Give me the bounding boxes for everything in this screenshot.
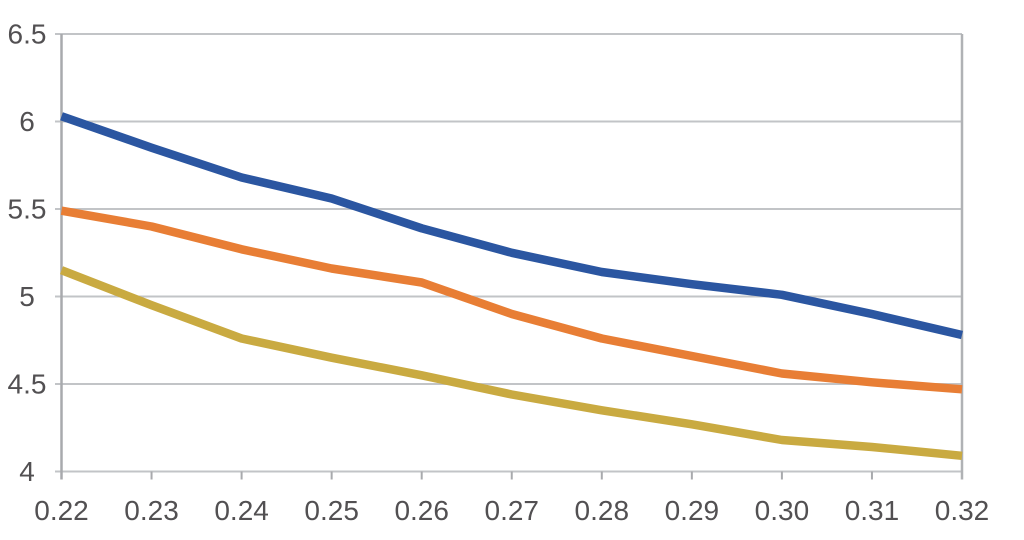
y-axis-tick-label: 4.5	[8, 369, 47, 400]
x-axis-tick-label: 0.30	[755, 495, 810, 526]
x-axis-tick-label: 0.22	[34, 495, 89, 526]
series-orange-line	[60, 206, 963, 394]
x-axis-tick-label: 0.28	[575, 495, 630, 526]
y-axis-tick-label: 6.5	[8, 19, 47, 50]
x-axis-tick-label: 0.29	[665, 495, 720, 526]
series-yellow-line	[59, 266, 963, 461]
x-axis-tick-label: 0.32	[935, 495, 990, 526]
y-axis-tick-label: 6	[19, 106, 35, 137]
x-axis-tick-label: 0.24	[214, 495, 269, 526]
y-axis-tick-label: 5.5	[8, 194, 47, 225]
y-axis-tick-label: 5	[19, 281, 35, 312]
series-blue-line	[60, 112, 963, 340]
x-axis-tick-label: 0.25	[304, 495, 359, 526]
x-axis-tick-label: 0.23	[124, 495, 179, 526]
x-axis-tick-label: 0.31	[845, 495, 900, 526]
x-axis-tick-label: 0.27	[485, 495, 540, 526]
y-axis-tick-label: 4	[19, 456, 35, 487]
x-axis-tick-label: 0.26	[394, 495, 449, 526]
